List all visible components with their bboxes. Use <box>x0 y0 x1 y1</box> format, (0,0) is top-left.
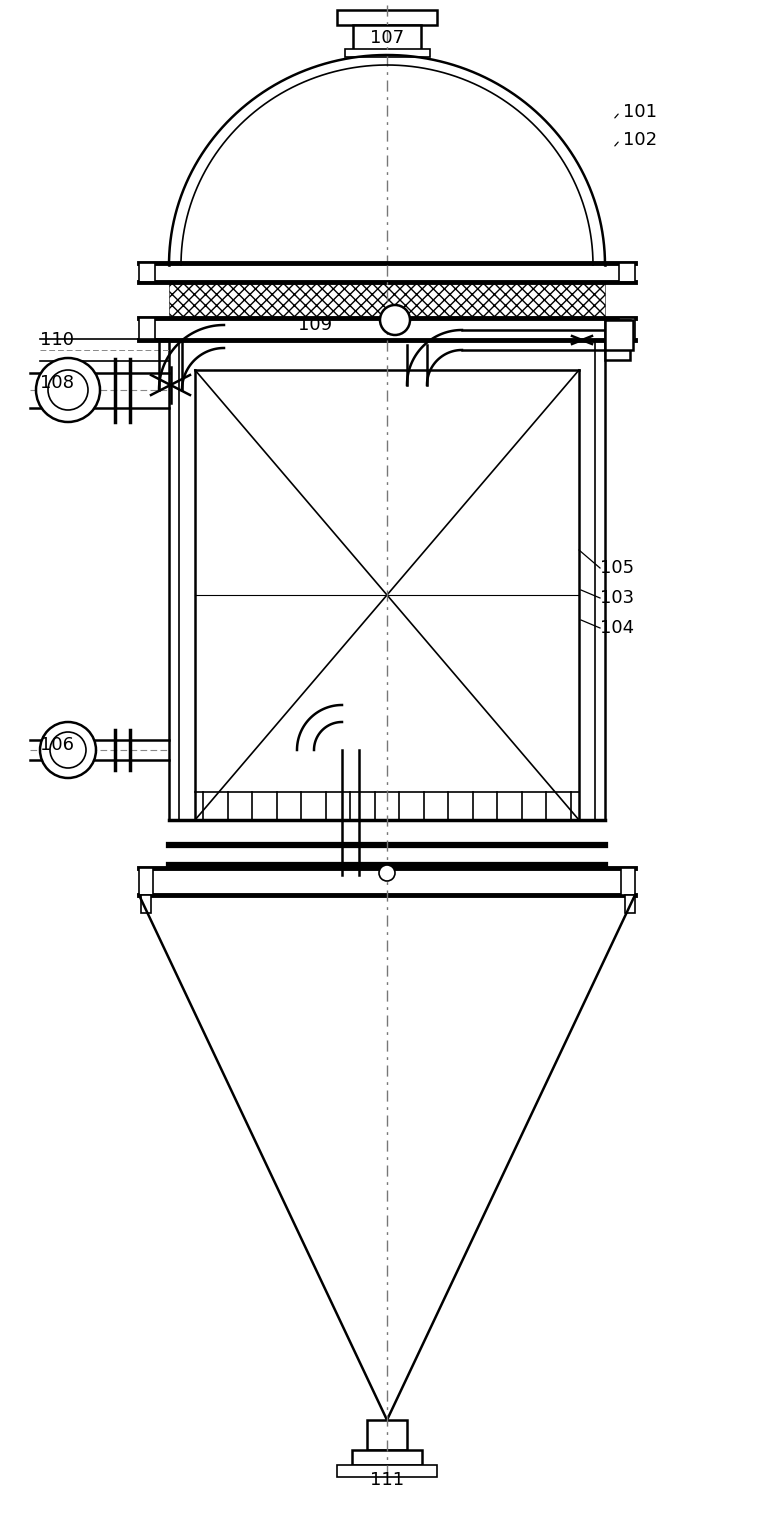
Bar <box>344 49 430 56</box>
Circle shape <box>380 305 410 334</box>
Text: 101: 101 <box>623 102 657 121</box>
Bar <box>141 895 151 913</box>
Text: 106: 106 <box>40 736 74 754</box>
Bar <box>337 1464 437 1477</box>
Bar <box>139 318 155 341</box>
Bar <box>619 263 635 282</box>
Circle shape <box>379 864 395 881</box>
Bar <box>625 895 635 913</box>
Bar <box>605 321 630 360</box>
Bar <box>337 11 437 24</box>
Text: 109: 109 <box>298 316 332 334</box>
Text: 104: 104 <box>600 618 634 637</box>
Bar <box>353 24 421 55</box>
Text: 111: 111 <box>370 1471 404 1489</box>
Circle shape <box>50 731 86 768</box>
Text: 110: 110 <box>40 331 74 350</box>
Text: 103: 103 <box>600 589 634 608</box>
Bar <box>139 867 153 895</box>
Bar <box>619 318 635 341</box>
Bar <box>139 263 155 282</box>
Text: 102: 102 <box>623 131 657 150</box>
Bar <box>352 1451 422 1464</box>
Bar <box>605 321 633 350</box>
Circle shape <box>40 722 96 777</box>
Bar <box>621 867 635 895</box>
Circle shape <box>48 370 88 411</box>
Text: 108: 108 <box>40 374 74 392</box>
Bar <box>367 1420 407 1451</box>
Text: 107: 107 <box>370 29 404 47</box>
Circle shape <box>36 357 100 421</box>
Text: 105: 105 <box>600 559 634 577</box>
